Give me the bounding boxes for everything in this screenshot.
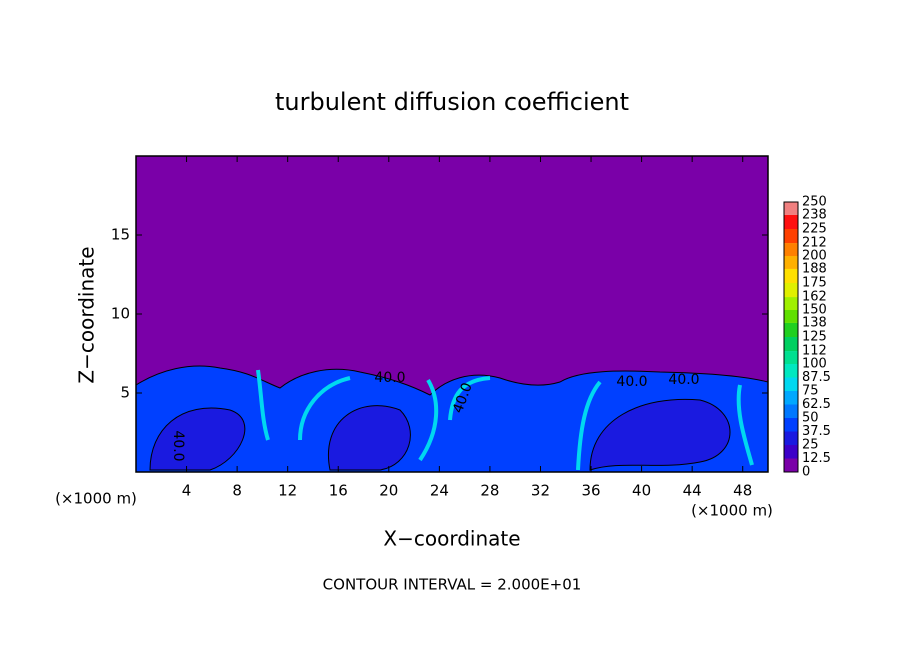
x-tick-label: 20	[379, 482, 398, 500]
colorbar-label: 62.5	[802, 397, 831, 412]
colorbar-bin	[784, 283, 798, 298]
colorbar-bin	[784, 256, 798, 269]
colorbar-label: 162	[802, 290, 827, 305]
colorbar-bin	[784, 351, 798, 364]
x-tick-label: 12	[278, 482, 297, 500]
x-tick-label: 8	[232, 482, 242, 500]
colorbar-bin	[784, 243, 798, 256]
colorbar-label: 200	[802, 249, 827, 264]
x-unit-label: (×1000 m)	[691, 502, 773, 520]
colorbar-bin	[784, 337, 798, 352]
colorbar-bin	[784, 297, 798, 310]
y-tick-label: 10	[111, 305, 130, 323]
x-tick-label: 16	[329, 482, 348, 500]
colorbar-label: 100	[802, 357, 827, 372]
x-tick-label: 44	[683, 482, 702, 500]
colorbar-label: 0	[802, 465, 810, 480]
colorbar-bin	[784, 391, 798, 405]
y-tick-label: 5	[120, 384, 130, 402]
chart-title: turbulent diffusion coefficient	[275, 88, 629, 116]
colorbar-bin	[784, 377, 798, 391]
colorbar-label: 212	[802, 236, 827, 251]
colorbar-label: 238	[802, 207, 827, 222]
colorbar-bin	[784, 214, 798, 229]
x-tick-label: 24	[430, 482, 449, 500]
colorbar-label: 250	[802, 195, 827, 210]
colorbar-bin	[784, 268, 798, 283]
x-tick-label: 32	[531, 482, 550, 500]
colorbar-label: 150	[802, 303, 827, 318]
colorbar-label: 37.5	[802, 424, 831, 439]
colorbar-bin	[784, 202, 798, 215]
colorbar-label: 50	[802, 411, 819, 426]
y-axis-label: Z−coordinate	[75, 246, 99, 383]
colorbar-bin	[784, 418, 798, 432]
colorbar-label: 25	[802, 438, 819, 453]
x-tick-label: 4	[182, 482, 192, 500]
colorbar-bin	[784, 445, 798, 459]
y-tick-label: 15	[111, 226, 130, 244]
x-tick-label: 28	[480, 482, 499, 500]
colorbar-label: 125	[802, 330, 827, 345]
colorbar-bin	[784, 364, 798, 378]
colorbar-bin	[784, 404, 798, 418]
inner-region	[149, 398, 731, 471]
y-unit-label: (×1000 m)	[55, 490, 137, 508]
colorbar-label: 12.5	[802, 451, 831, 466]
x-axis-label: X−coordinate	[383, 527, 520, 551]
colorbar-bin	[784, 322, 798, 337]
x-tick-label: 40	[632, 482, 651, 500]
footer: CONTOUR INTERVAL = 2.000E+01	[323, 576, 582, 594]
x-tick-label: 36	[581, 482, 600, 500]
streak	[256, 369, 754, 471]
colorbar-bin	[784, 431, 798, 445]
colorbar-bin	[784, 458, 798, 472]
colorbar-frame	[783, 201, 799, 473]
contour-label: 40.0	[170, 430, 186, 461]
colorbar-label: 75	[802, 384, 819, 399]
colorbar-bin	[784, 229, 798, 244]
x-tick-label: 48	[733, 482, 752, 500]
contour-label: 40.0	[374, 370, 405, 386]
colorbar-label: 87.5	[802, 370, 831, 385]
contour-label: 40.0	[616, 374, 647, 390]
colorbar-bin	[784, 310, 798, 323]
contour-label: 40.0	[668, 372, 699, 388]
colorbar-label: 112	[802, 344, 827, 359]
colorbar-label: 175	[802, 276, 827, 291]
colorbar-label: 138	[802, 315, 827, 330]
colorbar-label: 188	[802, 261, 827, 276]
colorbar-label: 225	[802, 222, 827, 237]
